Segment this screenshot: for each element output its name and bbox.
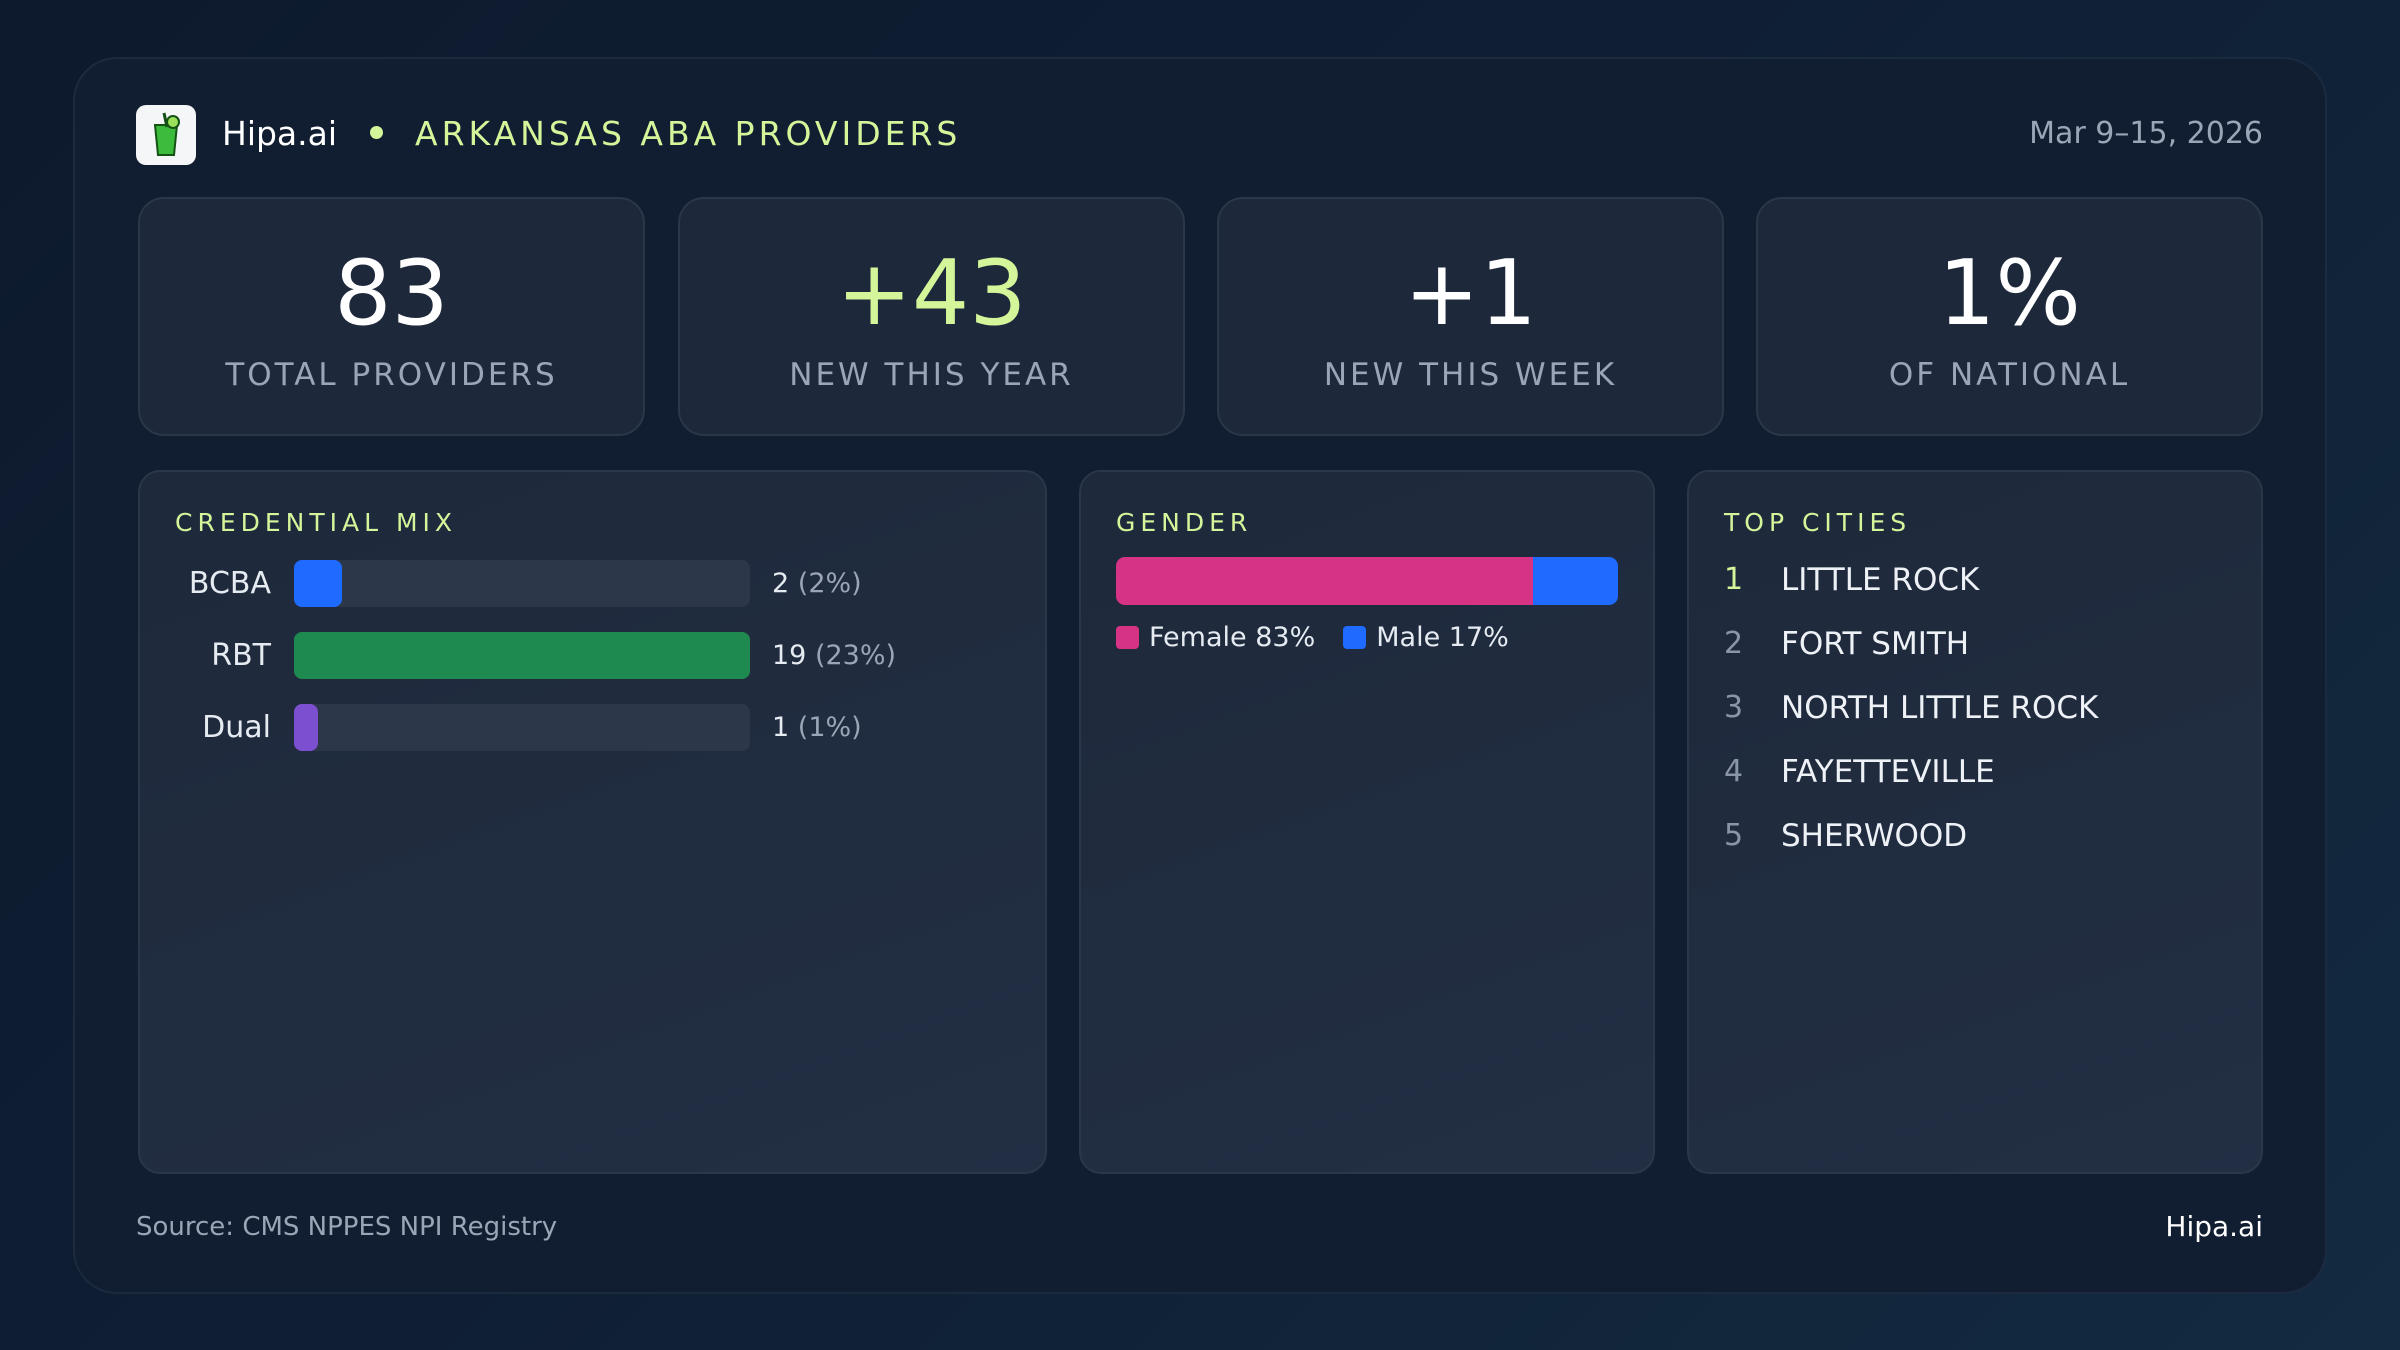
count: 2 [772,568,790,599]
stat-label: OF NATIONAL [1888,357,2131,393]
stat-value: +43 [836,241,1027,346]
stat-card: +43 NEW THIS YEAR [678,197,1185,436]
logo [136,105,196,165]
city-name: SHERWOOD [1781,818,1968,854]
city-rank: 4 [1724,754,1744,789]
city-rank: 2 [1724,626,1744,661]
city-name: NORTH LITTLE ROCK [1781,690,2099,726]
legend-text: Female 83% [1149,622,1315,653]
panel: GENDER Female 83% Male 17% [1079,470,1655,1174]
panel: TOP CITIES 1 LITTLE ROCK 2 FORT SMITH 3 NORTH … [1687,470,2263,1174]
legend-value: 83% [1255,622,1316,653]
separator-dot [370,126,383,139]
stat-label: NEW THIS YEAR [789,357,1074,393]
date-range: Mar 9–15, 2026 [2029,116,2263,151]
bar-segment [1532,557,1618,605]
legend: Female 83% Male 17% [1116,622,1509,653]
legend-item: Female 83% [1116,622,1315,653]
stat-value: +1 [1404,241,1537,346]
count: 19 [772,640,807,671]
source: Source: CMS NPPES NPI Registry [136,1212,558,1242]
panel-title: GENDER [1116,508,1253,537]
city-rank: 3 [1724,690,1744,725]
page-title: ARKANSAS ABA PROVIDERS [415,114,962,153]
legend-text: Male 17% [1376,622,1509,653]
bar-track [294,632,750,679]
stat-value: 1% [1938,241,2081,346]
percent: (23%) [814,640,897,671]
bar-segment [1116,557,1533,605]
bar-track [294,704,750,751]
category-label: BCBA [188,566,271,601]
value-label: 2 (2%) [772,568,862,599]
value-label: 1 (1%) [772,712,862,743]
city-name: FORT SMITH [1781,626,1970,662]
panel-title: CREDENTIAL MIX [175,508,458,537]
city-name: LITTLE ROCK [1781,562,1980,598]
city-name: FAYETTEVILLE [1781,754,1995,790]
legend-name: Male [1376,622,1441,653]
footer-brand: Hipa.ai [2165,1210,2263,1243]
stat-label: TOTAL PROVIDERS [225,357,558,393]
panel-title: TOP CITIES [1724,508,1912,537]
legend-swatch [1343,626,1367,649]
legend-value: 17% [1448,622,1509,653]
legend-item: Male 17% [1343,622,1509,653]
stat-card: 83 TOTAL PROVIDERS [138,197,645,436]
stacked-bar [1116,557,1618,605]
brand: Hipa.ai [222,114,338,153]
percent: (1%) [797,712,862,743]
bar-track [294,560,750,607]
legend-swatch [1116,626,1139,649]
category-label: Dual [202,710,271,745]
stat-label: NEW THIS WEEK [1323,357,1618,393]
percent: (2%) [797,568,862,599]
legend-name: Female [1149,622,1247,653]
stat-value: 83 [334,241,449,346]
bar [294,560,342,607]
stat-card: 1% OF NATIONAL [1756,197,2263,436]
city-rank: 1 [1724,562,1744,597]
bar [294,632,750,679]
city-rank: 5 [1724,818,1744,853]
stat-card: +1 NEW THIS WEEK [1217,197,1724,436]
value-label: 19 (23%) [772,640,896,671]
bar [294,704,318,751]
category-label: RBT [211,638,271,673]
panel: CREDENTIAL MIX BCBA 2 (2%) RBT 19 (23%) Dual 1… [138,470,1047,1174]
count: 1 [772,712,790,743]
